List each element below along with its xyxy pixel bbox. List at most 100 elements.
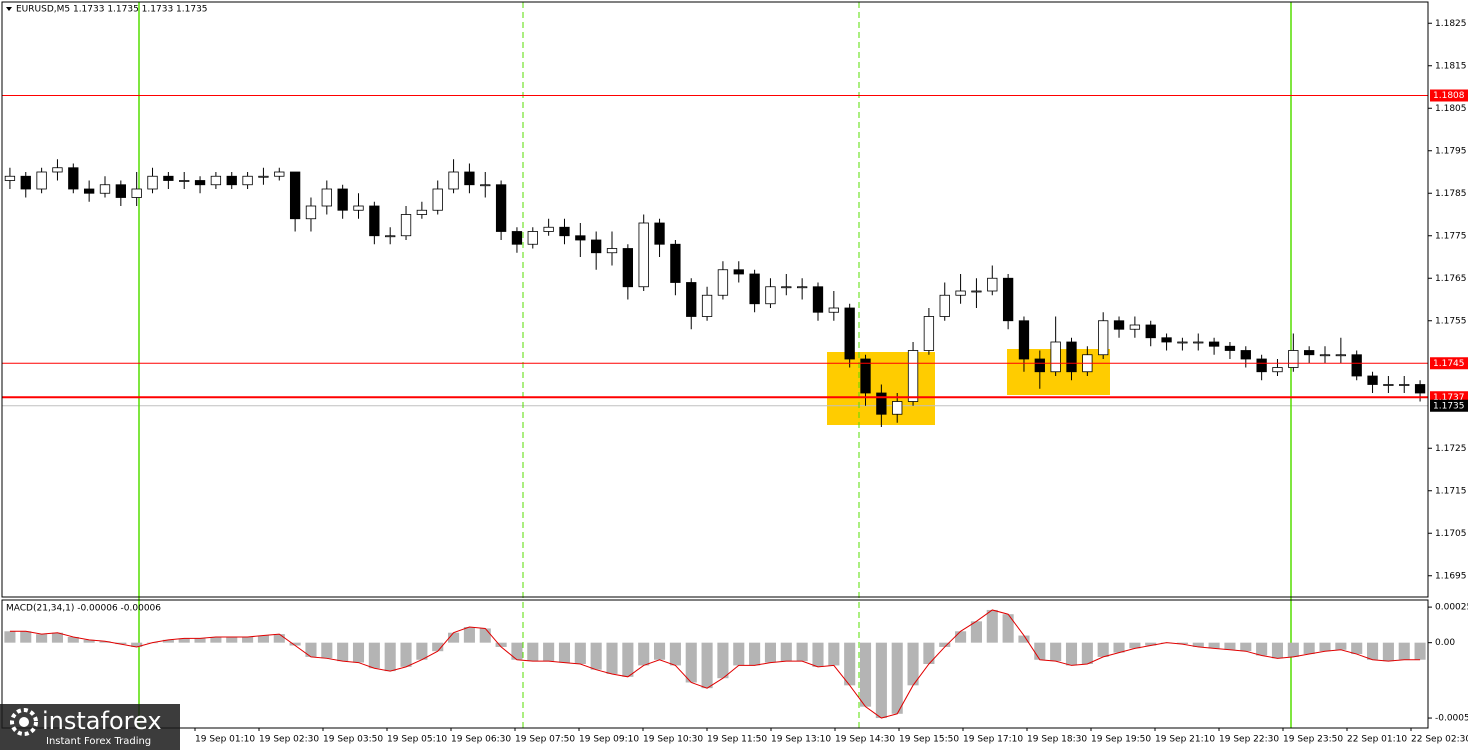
macd-bar [1129, 642, 1141, 649]
candle-body [955, 290, 966, 296]
y-tick-label: 1.1765 [1435, 274, 1467, 284]
macd-bar [653, 642, 666, 660]
y-tick-label: 1.1705 [1435, 529, 1467, 539]
candle-body [733, 269, 744, 275]
x-tick-label: 19 Sep 13:10 [771, 735, 831, 745]
macd-bar [1224, 642, 1236, 650]
macd-bar [749, 642, 761, 666]
macd-bar [83, 639, 95, 643]
macd-bar [448, 632, 460, 643]
x-tick-label: 19 Sep 06:30 [451, 735, 511, 745]
macd-bar [115, 642, 127, 645]
candle-body [1113, 320, 1125, 330]
y-tick-label: 1.1805 [1435, 104, 1467, 114]
candle-body [385, 235, 396, 238]
macd-bar [1208, 642, 1220, 649]
candle-body [20, 175, 31, 190]
candle-body [749, 273, 760, 305]
x-tick-label: 19 Sep 07:50 [515, 735, 575, 745]
macd-bar [986, 609, 998, 643]
candle-body [1224, 345, 1236, 351]
candle-body [686, 282, 697, 317]
macd-bar [733, 642, 745, 666]
menu-arrow [6, 7, 12, 11]
macd-bar [638, 642, 650, 666]
macd-bar [590, 642, 602, 670]
macd-bar [1351, 642, 1363, 655]
candle-body [939, 294, 950, 317]
x-tick-label: 22 Sep 02:30 [1411, 735, 1468, 745]
candle-body [796, 286, 808, 289]
candle-body [1208, 341, 1220, 347]
macd-bar [907, 642, 919, 686]
candle-body [242, 175, 253, 186]
macd-bar [305, 642, 317, 657]
candle-body [1399, 384, 1410, 386]
candle-body [495, 184, 507, 232]
x-tick-label: 19 Sep 02:30 [259, 735, 319, 745]
macd-bar [1414, 642, 1426, 660]
macd-bar [828, 642, 840, 666]
candle-body [860, 358, 871, 394]
x-tick-label: 19 Sep 15:50 [899, 735, 959, 745]
macd-bar [1303, 642, 1315, 655]
macd-bar [543, 642, 555, 662]
candle-body [907, 350, 919, 402]
candle-body [1066, 341, 1077, 373]
candle-body [226, 175, 237, 186]
candle-body [1288, 350, 1299, 368]
candle-body [1098, 320, 1109, 356]
macd-bar [162, 639, 174, 643]
macd-bar [1002, 614, 1014, 643]
macd-bar [859, 642, 872, 707]
macd-bar [1335, 642, 1347, 650]
candle-body [321, 188, 332, 207]
y-tick-label: 1.1755 [1435, 316, 1467, 326]
macd-bar [1050, 642, 1062, 662]
macd-bar [416, 642, 428, 660]
candle-body [543, 226, 554, 232]
candle-body [1145, 324, 1156, 339]
macd-bar [1398, 642, 1410, 660]
candle-body [163, 175, 174, 181]
logo-bg [0, 704, 180, 750]
macd-bar [242, 636, 254, 643]
candle-body [828, 307, 839, 313]
macd-bar [558, 642, 571, 663]
x-tick-label: 22 Sep 01:10 [1347, 735, 1407, 745]
candle-body [258, 175, 269, 178]
candle-body [4, 175, 16, 181]
macd-bar [432, 642, 444, 652]
y-tick-label: 1.1785 [1435, 189, 1467, 199]
macd-bar [67, 636, 79, 643]
macd-bar [99, 641, 111, 643]
macd-bar [51, 632, 64, 643]
candle-body [99, 184, 111, 194]
macd-bar [970, 621, 982, 643]
macd-bar [1018, 635, 1030, 643]
candle-body [1240, 350, 1251, 360]
candle-body [987, 277, 998, 292]
candle-body [765, 286, 776, 305]
macd-bar [131, 642, 143, 647]
macd-bar [1113, 642, 1125, 653]
current-price-label: 1.1735 [1433, 401, 1465, 411]
macd-bar [194, 638, 206, 643]
macd-bar [368, 642, 380, 669]
macd-tick-label: 0.00025 [1435, 603, 1468, 613]
x-tick-label: 19 Sep 22:30 [1219, 735, 1279, 745]
x-tick-label: 19 Sep 09:10 [579, 735, 639, 745]
macd-bar [1382, 642, 1394, 662]
macd-bar [273, 634, 285, 643]
current-price-label-bg [1430, 399, 1468, 412]
macd-bar [257, 635, 269, 643]
macd-bar [226, 636, 238, 643]
level-label: 1.1737 [1433, 393, 1465, 403]
candle-body [52, 167, 63, 173]
candle-body [622, 248, 634, 288]
macd-bar [289, 642, 301, 646]
candle-body [559, 226, 570, 237]
macd-bar [685, 642, 697, 683]
candle-body [1193, 341, 1204, 344]
